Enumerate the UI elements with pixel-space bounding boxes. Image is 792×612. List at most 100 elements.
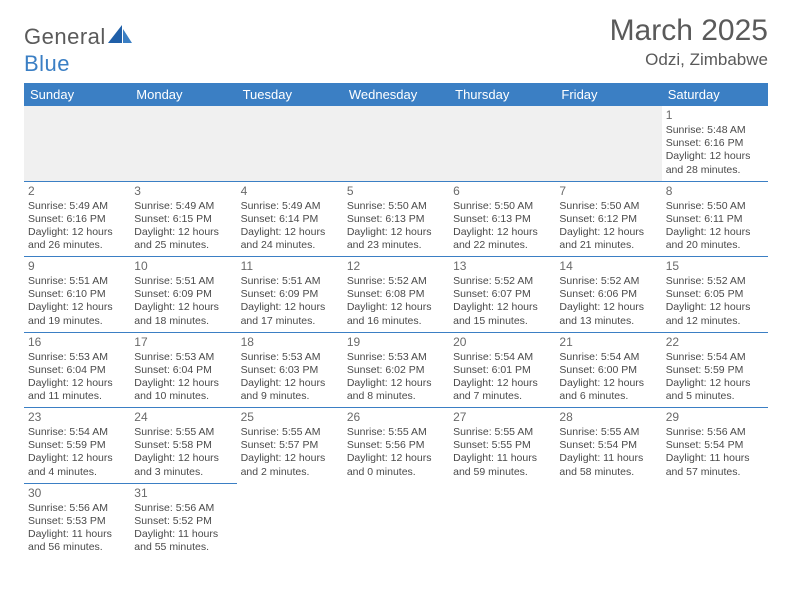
sunrise-text: Sunrise: 5:49 AM (28, 200, 126, 213)
daylight-text: and 19 minutes. (28, 315, 126, 328)
day-number: 10 (134, 259, 232, 274)
daylight-text: and 59 minutes. (453, 466, 551, 479)
day-number: 28 (559, 410, 657, 425)
day-number: 2 (28, 184, 126, 199)
daylight-text: and 20 minutes. (666, 239, 764, 252)
daylight-text: Daylight: 12 hours (453, 226, 551, 239)
calendar-empty (449, 106, 555, 181)
day-number: 25 (241, 410, 339, 425)
daylight-text: and 9 minutes. (241, 390, 339, 403)
calendar-day: 12Sunrise: 5:52 AMSunset: 6:08 PMDayligh… (343, 257, 449, 333)
day-header: Tuesday (237, 83, 343, 106)
calendar-day: 20Sunrise: 5:54 AMSunset: 6:01 PMDayligh… (449, 332, 555, 408)
calendar-week: 1Sunrise: 5:48 AMSunset: 6:16 PMDaylight… (24, 106, 768, 181)
day-number: 19 (347, 335, 445, 350)
calendar-day: 8Sunrise: 5:50 AMSunset: 6:11 PMDaylight… (662, 181, 768, 257)
daylight-text: and 58 minutes. (559, 466, 657, 479)
sunrise-text: Sunrise: 5:50 AM (347, 200, 445, 213)
brand-name-part1: General (24, 24, 106, 49)
day-number: 24 (134, 410, 232, 425)
sunset-text: Sunset: 5:59 PM (28, 439, 126, 452)
sunrise-text: Sunrise: 5:49 AM (134, 200, 232, 213)
calendar-day: 31Sunrise: 5:56 AMSunset: 5:52 PMDayligh… (130, 483, 236, 558)
daylight-text: and 4 minutes. (28, 466, 126, 479)
calendar-day: 7Sunrise: 5:50 AMSunset: 6:12 PMDaylight… (555, 181, 661, 257)
day-number: 20 (453, 335, 551, 350)
calendar-day: 27Sunrise: 5:55 AMSunset: 5:55 PMDayligh… (449, 408, 555, 484)
month-title: March 2025 (610, 14, 768, 48)
daylight-text: Daylight: 12 hours (453, 377, 551, 390)
calendar-day: 4Sunrise: 5:49 AMSunset: 6:14 PMDaylight… (237, 181, 343, 257)
calendar-day: 18Sunrise: 5:53 AMSunset: 6:03 PMDayligh… (237, 332, 343, 408)
sunset-text: Sunset: 6:16 PM (28, 213, 126, 226)
sunrise-text: Sunrise: 5:53 AM (134, 351, 232, 364)
calendar-empty (662, 483, 768, 558)
daylight-text: Daylight: 12 hours (453, 301, 551, 314)
sunrise-text: Sunrise: 5:56 AM (134, 502, 232, 515)
calendar-day: 30Sunrise: 5:56 AMSunset: 5:53 PMDayligh… (24, 483, 130, 558)
daylight-text: Daylight: 12 hours (241, 301, 339, 314)
sunset-text: Sunset: 5:59 PM (666, 364, 764, 377)
daylight-text: and 3 minutes. (134, 466, 232, 479)
day-number: 29 (666, 410, 764, 425)
daylight-text: and 22 minutes. (453, 239, 551, 252)
sunrise-text: Sunrise: 5:53 AM (347, 351, 445, 364)
day-number: 14 (559, 259, 657, 274)
daylight-text: Daylight: 12 hours (666, 301, 764, 314)
day-header: Wednesday (343, 83, 449, 106)
calendar-empty (449, 483, 555, 558)
day-number: 11 (241, 259, 339, 274)
sunrise-text: Sunrise: 5:54 AM (28, 426, 126, 439)
daylight-text: Daylight: 12 hours (666, 226, 764, 239)
daylight-text: and 13 minutes. (559, 315, 657, 328)
daylight-text: Daylight: 12 hours (134, 452, 232, 465)
calendar-week: 9Sunrise: 5:51 AMSunset: 6:10 PMDaylight… (24, 257, 768, 333)
calendar-table: SundayMondayTuesdayWednesdayThursdayFrid… (24, 83, 768, 558)
page-header: General Blue March 2025 Odzi, Zimbabwe (24, 14, 768, 77)
calendar-empty (555, 106, 661, 181)
sunrise-text: Sunrise: 5:55 AM (241, 426, 339, 439)
day-number: 4 (241, 184, 339, 199)
calendar-empty (237, 106, 343, 181)
daylight-text: Daylight: 12 hours (28, 226, 126, 239)
daylight-text: and 5 minutes. (666, 390, 764, 403)
sunrise-text: Sunrise: 5:54 AM (559, 351, 657, 364)
sunset-text: Sunset: 6:05 PM (666, 288, 764, 301)
calendar-week: 30Sunrise: 5:56 AMSunset: 5:53 PMDayligh… (24, 483, 768, 558)
daylight-text: Daylight: 12 hours (347, 377, 445, 390)
calendar-day: 1Sunrise: 5:48 AMSunset: 6:16 PMDaylight… (662, 106, 768, 181)
sunset-text: Sunset: 6:02 PM (347, 364, 445, 377)
daylight-text: Daylight: 12 hours (241, 226, 339, 239)
daylight-text: Daylight: 12 hours (347, 226, 445, 239)
calendar-day: 13Sunrise: 5:52 AMSunset: 6:07 PMDayligh… (449, 257, 555, 333)
daylight-text: Daylight: 12 hours (134, 226, 232, 239)
day-number: 17 (134, 335, 232, 350)
calendar-week: 2Sunrise: 5:49 AMSunset: 6:16 PMDaylight… (24, 181, 768, 257)
day-number: 22 (666, 335, 764, 350)
sunset-text: Sunset: 6:09 PM (241, 288, 339, 301)
daylight-text: and 26 minutes. (28, 239, 126, 252)
sunrise-text: Sunrise: 5:52 AM (666, 275, 764, 288)
sunset-text: Sunset: 5:56 PM (347, 439, 445, 452)
brand-logo: General Blue (24, 14, 134, 77)
calendar-page: General Blue March 2025 Odzi, Zimbabwe S… (0, 0, 792, 612)
day-number: 15 (666, 259, 764, 274)
daylight-text: Daylight: 12 hours (559, 301, 657, 314)
daylight-text: and 8 minutes. (347, 390, 445, 403)
daylight-text: Daylight: 11 hours (559, 452, 657, 465)
daylight-text: and 12 minutes. (666, 315, 764, 328)
day-header: Friday (555, 83, 661, 106)
sunrise-text: Sunrise: 5:49 AM (241, 200, 339, 213)
daylight-text: and 57 minutes. (666, 466, 764, 479)
day-header: Monday (130, 83, 236, 106)
day-header: Sunday (24, 83, 130, 106)
sunset-text: Sunset: 6:04 PM (134, 364, 232, 377)
sunrise-text: Sunrise: 5:55 AM (559, 426, 657, 439)
calendar-empty (343, 483, 449, 558)
calendar-day: 22Sunrise: 5:54 AMSunset: 5:59 PMDayligh… (662, 332, 768, 408)
calendar-day: 17Sunrise: 5:53 AMSunset: 6:04 PMDayligh… (130, 332, 236, 408)
daylight-text: and 23 minutes. (347, 239, 445, 252)
sunrise-text: Sunrise: 5:48 AM (666, 124, 764, 137)
sunset-text: Sunset: 5:55 PM (453, 439, 551, 452)
calendar-empty (555, 483, 661, 558)
